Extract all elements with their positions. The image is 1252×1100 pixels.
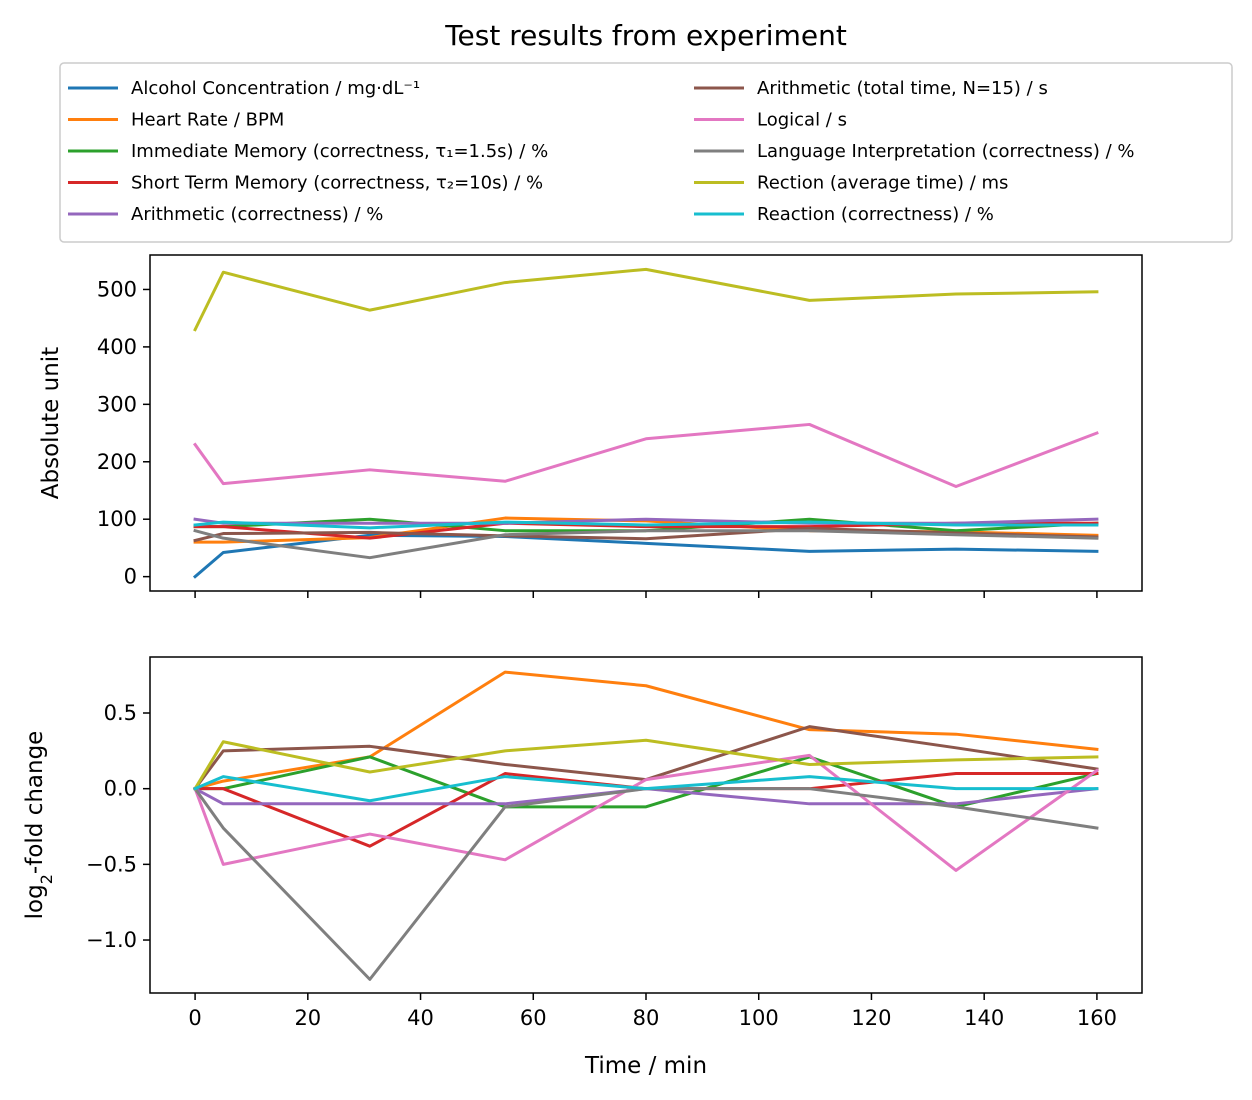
bottom-x-tick-label-7: 140	[964, 1006, 1004, 1030]
top-series-lines	[192, 267, 1099, 579]
bottom-x-tick-label-3: 60	[520, 1006, 547, 1030]
top-y-tick-label-4: 400	[97, 335, 137, 359]
bottom-x-tick-label-0: 0	[188, 1006, 201, 1030]
legend-label-7: Language Interpretation (correctness) / …	[757, 141, 1135, 162]
top-series-line-6	[192, 422, 1099, 488]
legend-entry-3: Short Term Memory (correctness, τ₂=10s) …	[68, 173, 543, 194]
top-series-line-2	[193, 517, 1099, 533]
legend-label-8: Rection (average time) / ms	[757, 173, 1008, 194]
bottom-series-line-8	[193, 775, 1099, 803]
legend-label-3: Short Term Memory (correctness, τ₂=10s) …	[131, 173, 543, 194]
legend-entry-9: Reaction (correctness) / %	[694, 204, 994, 225]
top-y-tick-label-3: 300	[97, 392, 137, 416]
top-y-tick-label-5: 500	[97, 277, 137, 301]
bottom-x-tick-label-5: 100	[739, 1006, 779, 1030]
bottom-y-tick-label-0: 0.5	[104, 701, 137, 725]
legend-entry-2: Immediate Memory (correctness, τ₁=1.5s) …	[68, 141, 548, 162]
legend-entry-4: Arithmetic (correctness) / %	[68, 204, 383, 225]
top-panel: 0 100 200 300 400 500 Absolute unit	[38, 254, 1143, 598]
bottom-x-tick-label-2: 40	[407, 1006, 434, 1030]
legend-label-1: Heart Rate / BPM	[131, 110, 284, 131]
top-y-tick-label-1: 100	[97, 507, 137, 531]
legend-label-2: Immediate Memory (correctness, τ₁=1.5s) …	[131, 141, 548, 162]
legend-entry-6: Logical / s	[694, 110, 847, 131]
bottom-x-tick-label-6: 120	[851, 1006, 891, 1030]
legend-entry-7: Language Interpretation (correctness) / …	[694, 141, 1135, 162]
legend-entry-8: Rection (average time) / ms	[694, 173, 1008, 194]
bottom-y-tick-label-3: −1.0	[86, 928, 137, 952]
top-y-tick-label-0: 0	[124, 565, 137, 589]
bottom-y-tick-label-2: −0.5	[86, 852, 137, 876]
top-series-line-0	[192, 533, 1099, 579]
legend-label-0: Alcohol Concentration / mg·dL⁻¹	[131, 78, 420, 99]
top-series-line-7	[193, 528, 1099, 560]
bottom-x-tick-label-4: 80	[633, 1006, 660, 1030]
top-series-line-9	[193, 520, 1099, 530]
bottom-series-line-1	[193, 755, 1099, 809]
bottom-series-line-0	[193, 670, 1099, 791]
bottom-series-line-7	[193, 738, 1099, 791]
bottom-y-tick-label-1: 0.0	[104, 777, 137, 801]
top-series-line-8	[193, 267, 1099, 332]
top-series-line-5	[193, 526, 1099, 543]
legend-frame	[59, 62, 1233, 243]
bottom-x-tick-label-8: 160	[1077, 1006, 1117, 1030]
bottom-x-tick-label-1: 20	[294, 1006, 321, 1030]
bottom-x-axis-label: Time / min	[584, 1053, 707, 1079]
legend-label-4: Arithmetic (correctness) / %	[131, 204, 383, 225]
legend-label-5: Arithmetic (total time, N=15) / s	[757, 78, 1048, 99]
chart-title: Test results from experiment	[444, 19, 847, 52]
legend-entry-1: Heart Rate / BPM	[68, 110, 284, 131]
legend-entry-0: Alcohol Concentration / mg·dL⁻¹	[68, 78, 420, 99]
bottom-series-line-6	[192, 786, 1099, 981]
bottom-series-line-2	[193, 772, 1099, 848]
top-y-tick-label-2: 200	[97, 450, 137, 474]
bottom-series-line-5	[193, 753, 1100, 872]
legend-label-6: Logical / s	[757, 110, 847, 131]
legend-entry-5: Arithmetic (total time, N=15) / s	[694, 78, 1048, 99]
top-y-axis-label: Absolute unit	[38, 347, 64, 499]
bottom-series-line-4	[192, 725, 1099, 791]
bottom-series-lines	[192, 670, 1100, 981]
legend: Alcohol Concentration / mg·dL⁻¹ Heart Rat…	[59, 62, 1233, 243]
legend-label-9: Reaction (correctness) / %	[757, 204, 994, 225]
